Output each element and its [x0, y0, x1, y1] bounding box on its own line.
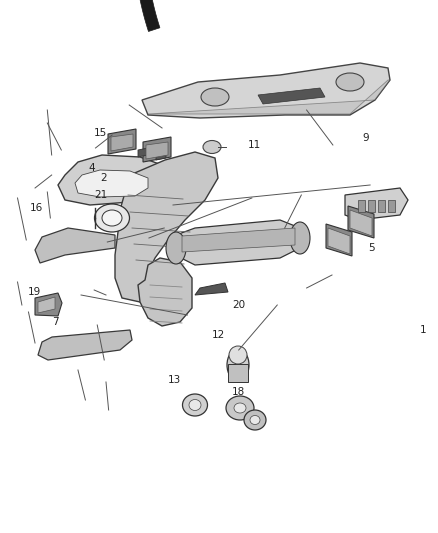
Ellipse shape [234, 403, 246, 413]
Ellipse shape [250, 416, 260, 424]
Ellipse shape [166, 232, 186, 264]
Polygon shape [328, 228, 350, 254]
Polygon shape [345, 188, 408, 220]
Polygon shape [38, 330, 132, 360]
Bar [228, 364, 248, 382]
Bar [358, 200, 365, 212]
Bar [368, 200, 375, 212]
Ellipse shape [244, 410, 266, 430]
Bar [388, 200, 395, 212]
Ellipse shape [290, 222, 310, 254]
Polygon shape [115, 152, 218, 302]
Ellipse shape [183, 394, 208, 416]
Polygon shape [111, 134, 133, 151]
Polygon shape [148, 80, 390, 114]
Text: 16: 16 [30, 203, 43, 213]
Polygon shape [350, 210, 372, 236]
Text: 15: 15 [94, 128, 107, 138]
Text: 7: 7 [52, 317, 59, 327]
Polygon shape [134, 0, 189, 31]
Text: 12: 12 [212, 330, 225, 340]
Text: 11: 11 [248, 140, 261, 150]
Polygon shape [182, 228, 295, 252]
Polygon shape [75, 170, 148, 197]
Ellipse shape [336, 73, 364, 91]
Polygon shape [138, 258, 192, 326]
Ellipse shape [203, 141, 221, 154]
Polygon shape [143, 137, 171, 162]
Ellipse shape [201, 88, 229, 106]
Text: 2: 2 [100, 173, 106, 183]
Text: 19: 19 [28, 287, 41, 297]
Polygon shape [35, 293, 62, 316]
Polygon shape [326, 224, 352, 256]
Polygon shape [138, 148, 148, 157]
Polygon shape [156, 151, 166, 160]
Polygon shape [108, 129, 136, 154]
Ellipse shape [189, 400, 201, 410]
Text: 21: 21 [94, 190, 107, 200]
Text: 9: 9 [362, 133, 369, 143]
Polygon shape [175, 220, 300, 265]
Polygon shape [146, 142, 168, 159]
Polygon shape [195, 283, 228, 295]
Ellipse shape [95, 204, 130, 232]
Ellipse shape [226, 396, 254, 420]
Text: 4: 4 [88, 163, 95, 173]
Text: 20: 20 [232, 300, 245, 310]
Polygon shape [38, 297, 55, 313]
Polygon shape [142, 63, 390, 118]
Bar [378, 200, 385, 212]
Polygon shape [58, 155, 165, 205]
Polygon shape [35, 228, 115, 263]
Ellipse shape [227, 349, 249, 381]
Text: 13: 13 [168, 375, 181, 385]
Polygon shape [348, 206, 374, 238]
Text: 5: 5 [368, 243, 374, 253]
Polygon shape [258, 88, 325, 104]
Text: 18: 18 [232, 387, 245, 397]
Ellipse shape [102, 210, 122, 226]
Ellipse shape [229, 346, 247, 364]
Text: 1: 1 [420, 325, 427, 335]
